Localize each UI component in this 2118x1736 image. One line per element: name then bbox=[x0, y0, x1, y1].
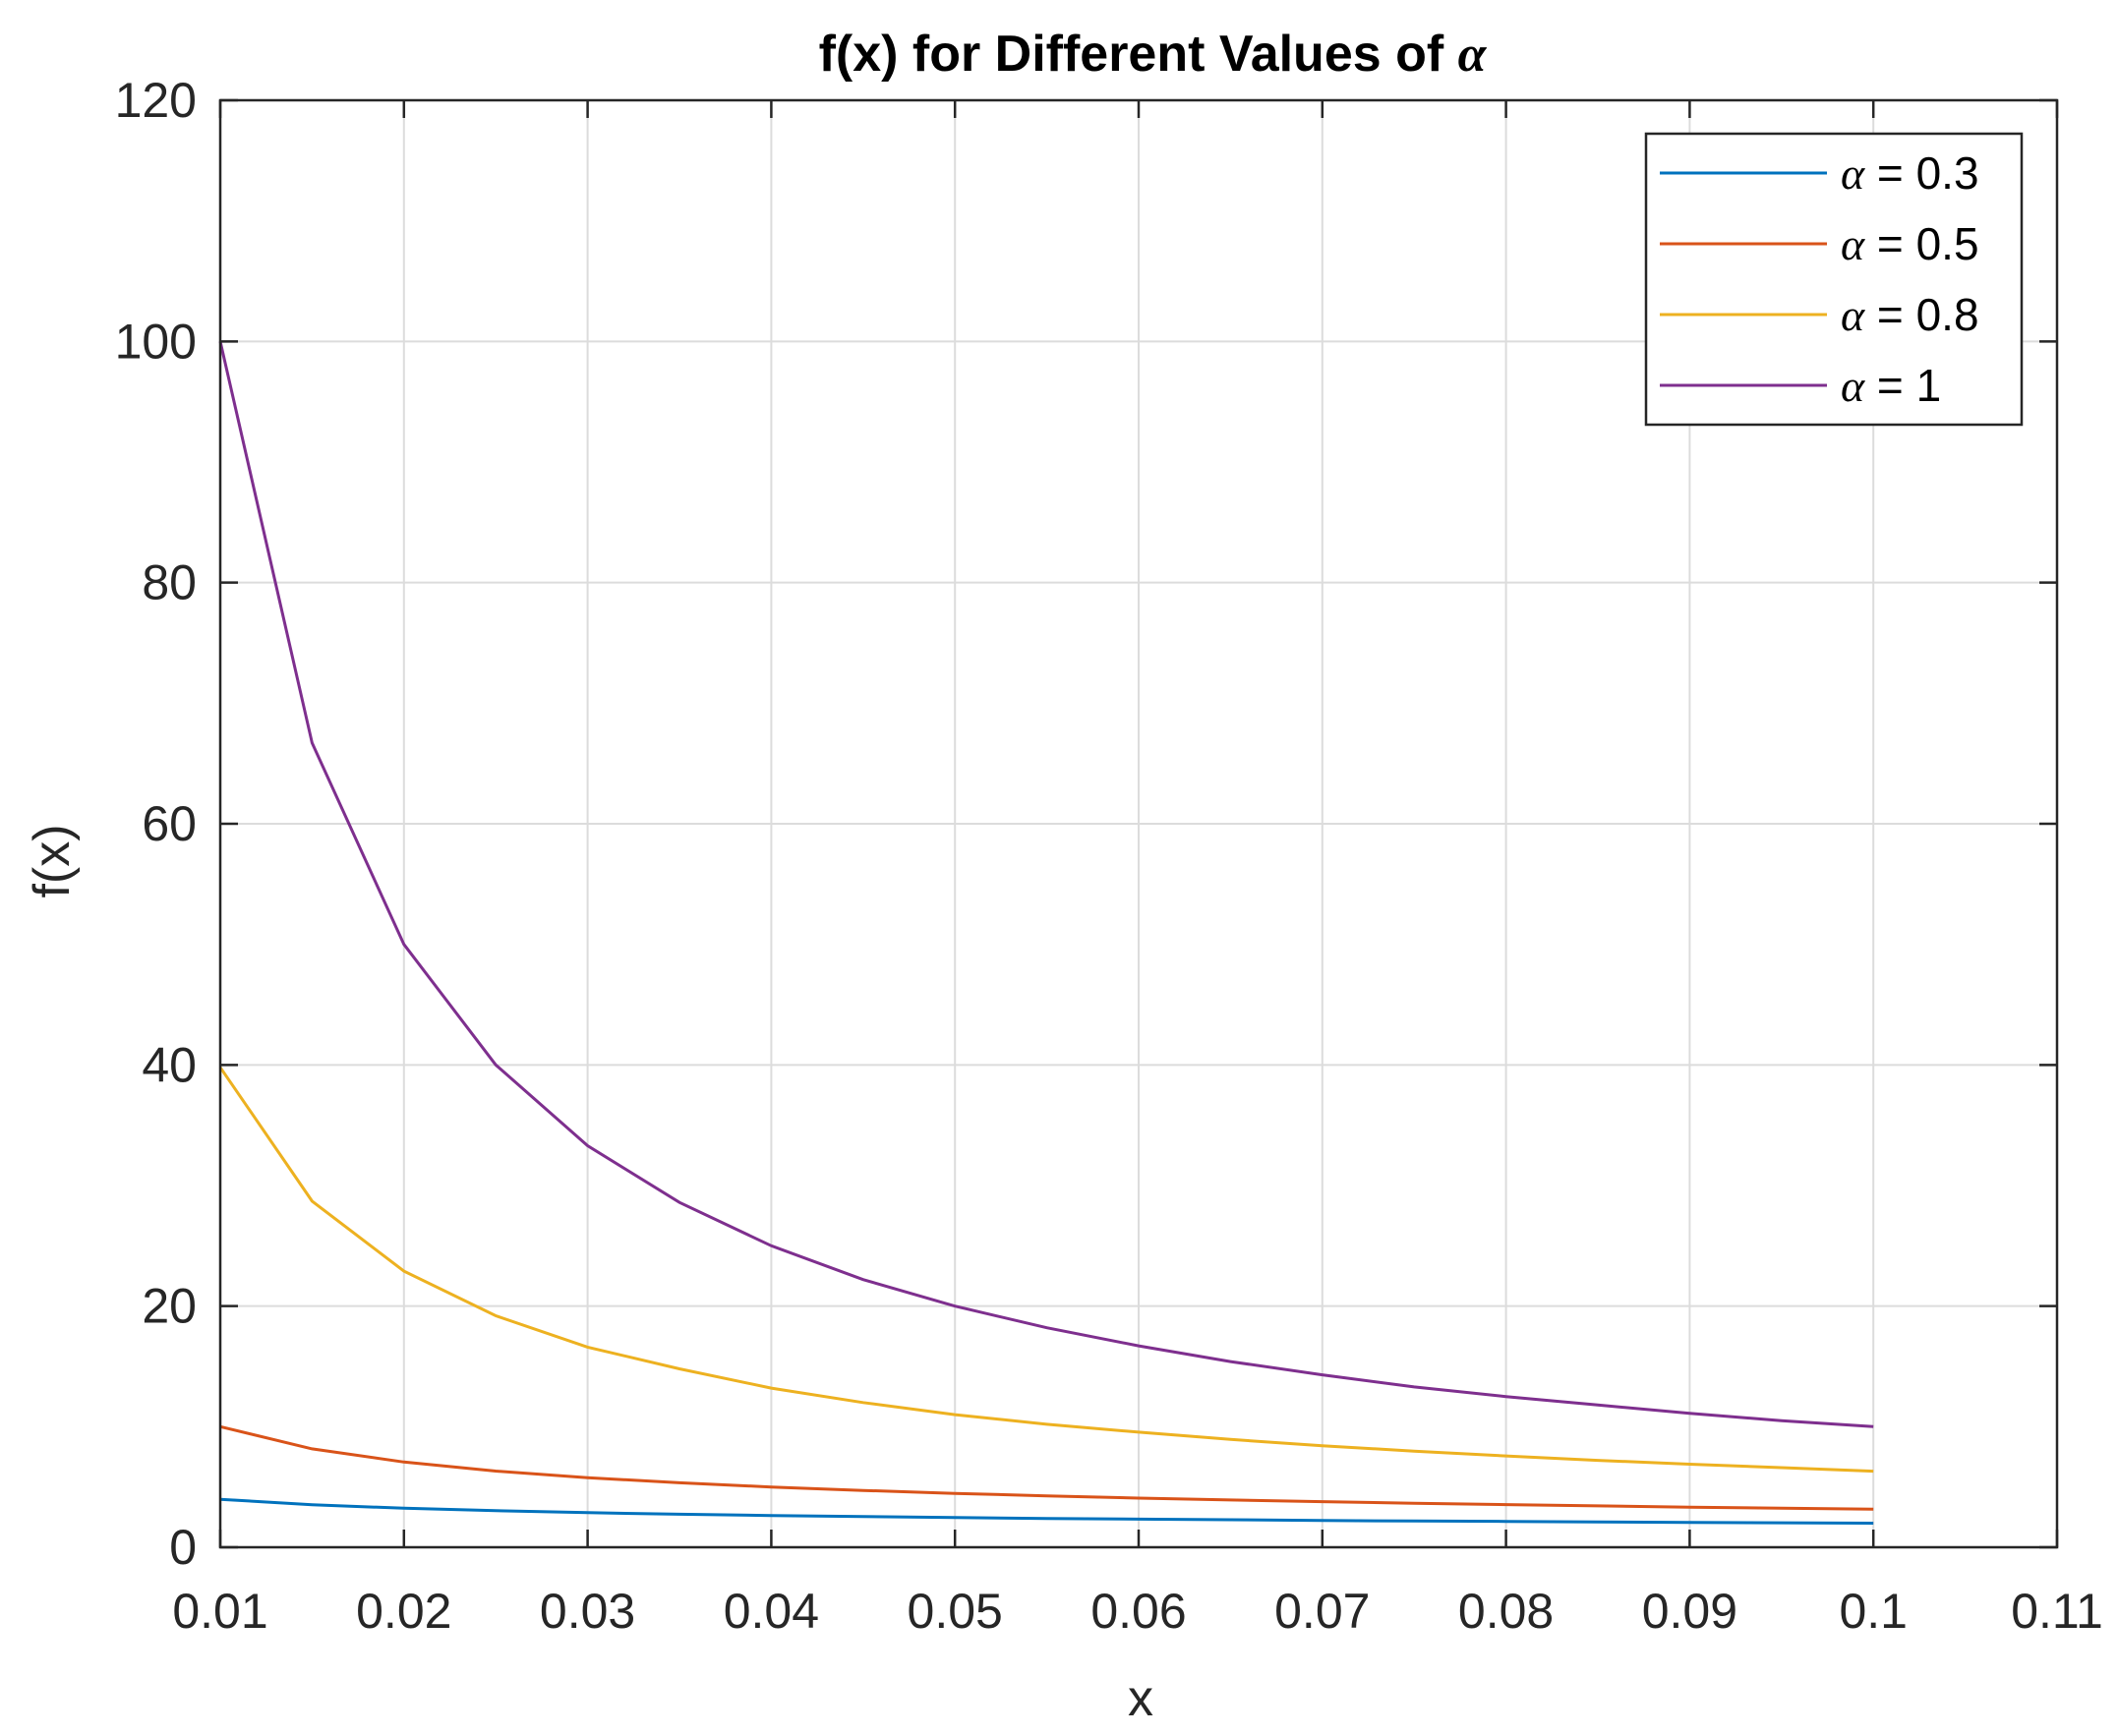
legend-value: = 0.8 bbox=[1864, 289, 1978, 340]
y-tick-label: 100 bbox=[115, 314, 197, 369]
x-tick-label: 0.04 bbox=[724, 1584, 819, 1639]
legend-alpha-symbol: α bbox=[1841, 219, 1865, 269]
legend-value: = 0.3 bbox=[1864, 147, 1978, 199]
y-axis-label: f(x) bbox=[24, 824, 81, 897]
legend-entry: α = 0.3 bbox=[1841, 147, 1979, 199]
legend-entry: α = 0.5 bbox=[1841, 218, 1979, 269]
series-line bbox=[218, 340, 1874, 1428]
x-tick-label: 0.02 bbox=[356, 1584, 451, 1639]
y-tick-label: 40 bbox=[142, 1037, 197, 1092]
title-alpha-symbol: α bbox=[1458, 27, 1488, 83]
legend-alpha-symbol: α bbox=[1841, 290, 1865, 340]
legend-entry: α = 1 bbox=[1841, 360, 1941, 411]
y-tick-label: 20 bbox=[142, 1279, 197, 1334]
y-tick-label: 60 bbox=[142, 796, 197, 851]
chart-title: f(x) for Different Values of α bbox=[819, 26, 1488, 83]
legend-value: = 0.5 bbox=[1864, 218, 1978, 269]
x-tick-label: 0.1 bbox=[1839, 1584, 1908, 1639]
x-tick-label: 0.09 bbox=[1642, 1584, 1737, 1639]
series-line bbox=[219, 1424, 1874, 1511]
x-axis-label: x bbox=[1128, 1670, 1153, 1727]
x-tick-label: 0.11 bbox=[2011, 1584, 2103, 1639]
y-tick-labels: 0 20 40 60 80 100 120 bbox=[115, 73, 197, 1575]
x-tick-label: 0.07 bbox=[1274, 1584, 1370, 1639]
axes bbox=[218, 98, 2059, 1549]
x-tick-labels: 0.01 0.02 0.03 0.04 0.05 0.06 0.07 0.08 0.09 0.1 0… bbox=[172, 1584, 2102, 1639]
x-tick-label: 0.05 bbox=[908, 1584, 1003, 1639]
x-tick-label: 0.06 bbox=[1090, 1584, 1186, 1639]
y-tick-label: 80 bbox=[142, 555, 197, 610]
legend: α = 0.3α = 0.5α = 0.8α = 1 bbox=[1644, 132, 2024, 427]
series-line bbox=[219, 1497, 1874, 1525]
legend-value: = 1 bbox=[1864, 360, 1941, 411]
x-tick-label: 0.03 bbox=[540, 1584, 635, 1639]
x-tick-label: 0.01 bbox=[172, 1584, 267, 1639]
x-tick-label: 0.08 bbox=[1458, 1584, 1554, 1639]
y-tick-label: 120 bbox=[115, 73, 197, 128]
y-tick-label: 0 bbox=[169, 1520, 197, 1575]
legend-box bbox=[1644, 132, 2024, 427]
series-lines bbox=[218, 340, 1874, 1525]
series-line bbox=[218, 1066, 1874, 1474]
legend-entry: α = 0.8 bbox=[1841, 289, 1979, 340]
legend-alpha-symbol: α bbox=[1841, 361, 1865, 411]
legend-alpha-symbol: α bbox=[1841, 148, 1865, 199]
